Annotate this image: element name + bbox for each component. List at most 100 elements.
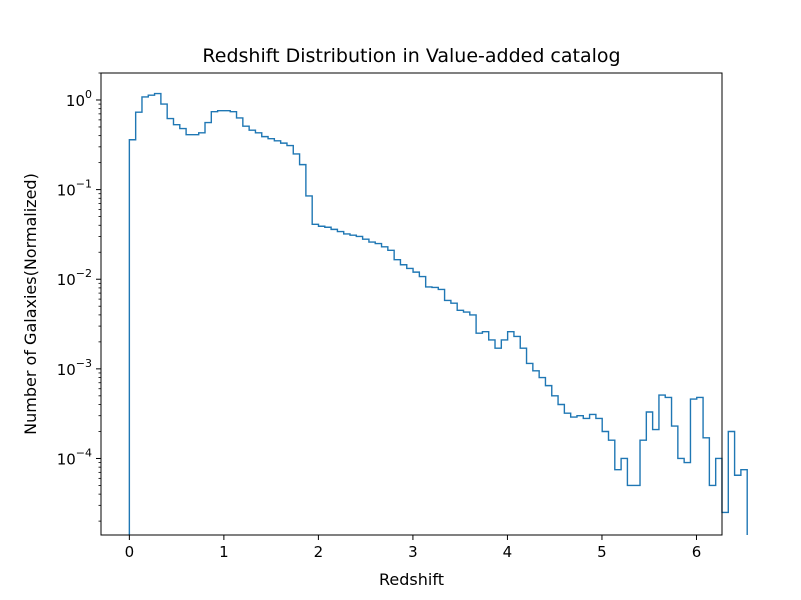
- histogram-bin: [419, 277, 425, 535]
- histogram-step-line: [128, 92, 748, 535]
- x-tick-label: 2: [314, 543, 324, 561]
- histogram-bin: [306, 196, 312, 535]
- x-axis-ticks: 0 1 2 3 4 5 6: [125, 535, 702, 561]
- histogram-bin: [539, 378, 545, 535]
- histogram-bin: [602, 431, 608, 535]
- histogram-bin: [218, 111, 224, 535]
- histogram-bin: [577, 416, 583, 535]
- histogram-bin: [300, 165, 306, 535]
- histogram-bin: [356, 236, 362, 535]
- histogram-bin: [281, 143, 287, 535]
- histogram-bin: [262, 137, 268, 535]
- histogram-bin: [634, 485, 640, 535]
- histogram-bin: [583, 418, 589, 535]
- axes-frame: [100, 72, 723, 536]
- histogram-bin: [363, 239, 369, 535]
- histogram-bin: [489, 340, 495, 535]
- histogram-bin: [514, 336, 520, 535]
- histogram-bin: [609, 440, 615, 535]
- histogram-bin: [237, 118, 243, 535]
- histogram-bin: [249, 130, 255, 535]
- histogram-bin: [457, 310, 463, 535]
- histogram-bin: [464, 312, 470, 535]
- histogram-bin: [394, 260, 400, 535]
- histogram-bin: [735, 475, 741, 535]
- histogram-bin: [722, 512, 728, 535]
- histogram-bin: [552, 396, 558, 535]
- histogram-bin: [533, 371, 539, 535]
- histogram-bin: [205, 123, 211, 535]
- histogram-bin: [142, 97, 148, 535]
- histogram-bin: [432, 287, 438, 535]
- histogram-bin: [199, 133, 205, 535]
- y-tick-label: 100: [66, 88, 92, 110]
- histogram-bin: [167, 119, 173, 535]
- histogram-bin: [527, 363, 533, 535]
- histogram-bin: [129, 140, 135, 535]
- histogram-bin: [627, 485, 633, 535]
- histogram-bin: [350, 235, 356, 535]
- histogram-bin: [476, 333, 482, 535]
- histogram-bin: [709, 485, 715, 535]
- histogram-bin: [697, 397, 703, 535]
- histogram-bin: [287, 146, 293, 535]
- histogram-bin: [192, 135, 198, 535]
- histogram-bin: [564, 413, 570, 535]
- histogram-bin: [438, 289, 444, 535]
- y-tick-label: 10−4: [57, 446, 92, 468]
- histogram-bin: [716, 458, 722, 535]
- histogram-bin: [703, 438, 709, 535]
- histogram-bin: [672, 426, 678, 535]
- histogram-bin: [482, 332, 488, 535]
- y-axis-ticks: 100 10−1 10−2 10−3 10−4: [57, 72, 101, 522]
- histogram-bin: [369, 242, 375, 535]
- histogram-bin: [728, 431, 734, 535]
- histogram-bin: [596, 418, 602, 535]
- histogram-bin: [590, 414, 596, 535]
- y-axis-label: Number of Galaxies(Normalized): [21, 173, 40, 435]
- histogram-bin: [230, 112, 236, 535]
- histogram-bin: [407, 268, 413, 535]
- histogram-bin: [211, 112, 217, 535]
- histogram-bin: [400, 265, 406, 535]
- histogram-bin: [621, 458, 627, 535]
- x-axis-label: Redshift: [379, 570, 444, 589]
- histogram-bin: [646, 412, 652, 535]
- x-tick-label: 6: [692, 543, 702, 561]
- plot-area: [101, 73, 722, 535]
- histogram-bin: [180, 129, 186, 535]
- histogram-bin: [255, 133, 261, 535]
- histogram-bin: [148, 95, 154, 535]
- histogram-bin: [293, 154, 299, 535]
- histogram-bin: [653, 430, 659, 535]
- histogram-bin: [495, 348, 501, 535]
- histogram-bin: [312, 224, 318, 535]
- histogram-bin: [508, 332, 514, 535]
- histogram-bin: [274, 141, 280, 535]
- x-tick-label: 5: [597, 543, 607, 561]
- y-tick-label: 10−3: [57, 357, 92, 379]
- histogram-bin: [375, 244, 381, 535]
- chart-title: Redshift Distribution in Value-added cat…: [202, 45, 620, 67]
- histogram-bin: [451, 303, 457, 535]
- histogram-bin: [155, 94, 161, 535]
- y-tick-label: 10−2: [57, 267, 92, 289]
- histogram-bin: [173, 125, 179, 535]
- histogram-bin: [413, 272, 419, 535]
- histogram-bin: [571, 417, 577, 535]
- histogram-bin: [331, 229, 337, 535]
- histogram-bin: [243, 126, 249, 535]
- histogram-bin: [382, 247, 388, 535]
- histogram-bin: [640, 440, 646, 535]
- histogram-bin: [344, 234, 350, 535]
- x-tick-label: 3: [408, 543, 418, 561]
- histogram-bin: [136, 112, 142, 535]
- histogram-bin: [426, 287, 432, 535]
- histogram-bin: [268, 139, 274, 535]
- histogram-bin: [161, 104, 167, 535]
- histogram-bin: [665, 397, 671, 535]
- histogram-bin: [741, 470, 747, 535]
- histogram-bin: [224, 111, 230, 535]
- histogram-bin: [678, 458, 684, 535]
